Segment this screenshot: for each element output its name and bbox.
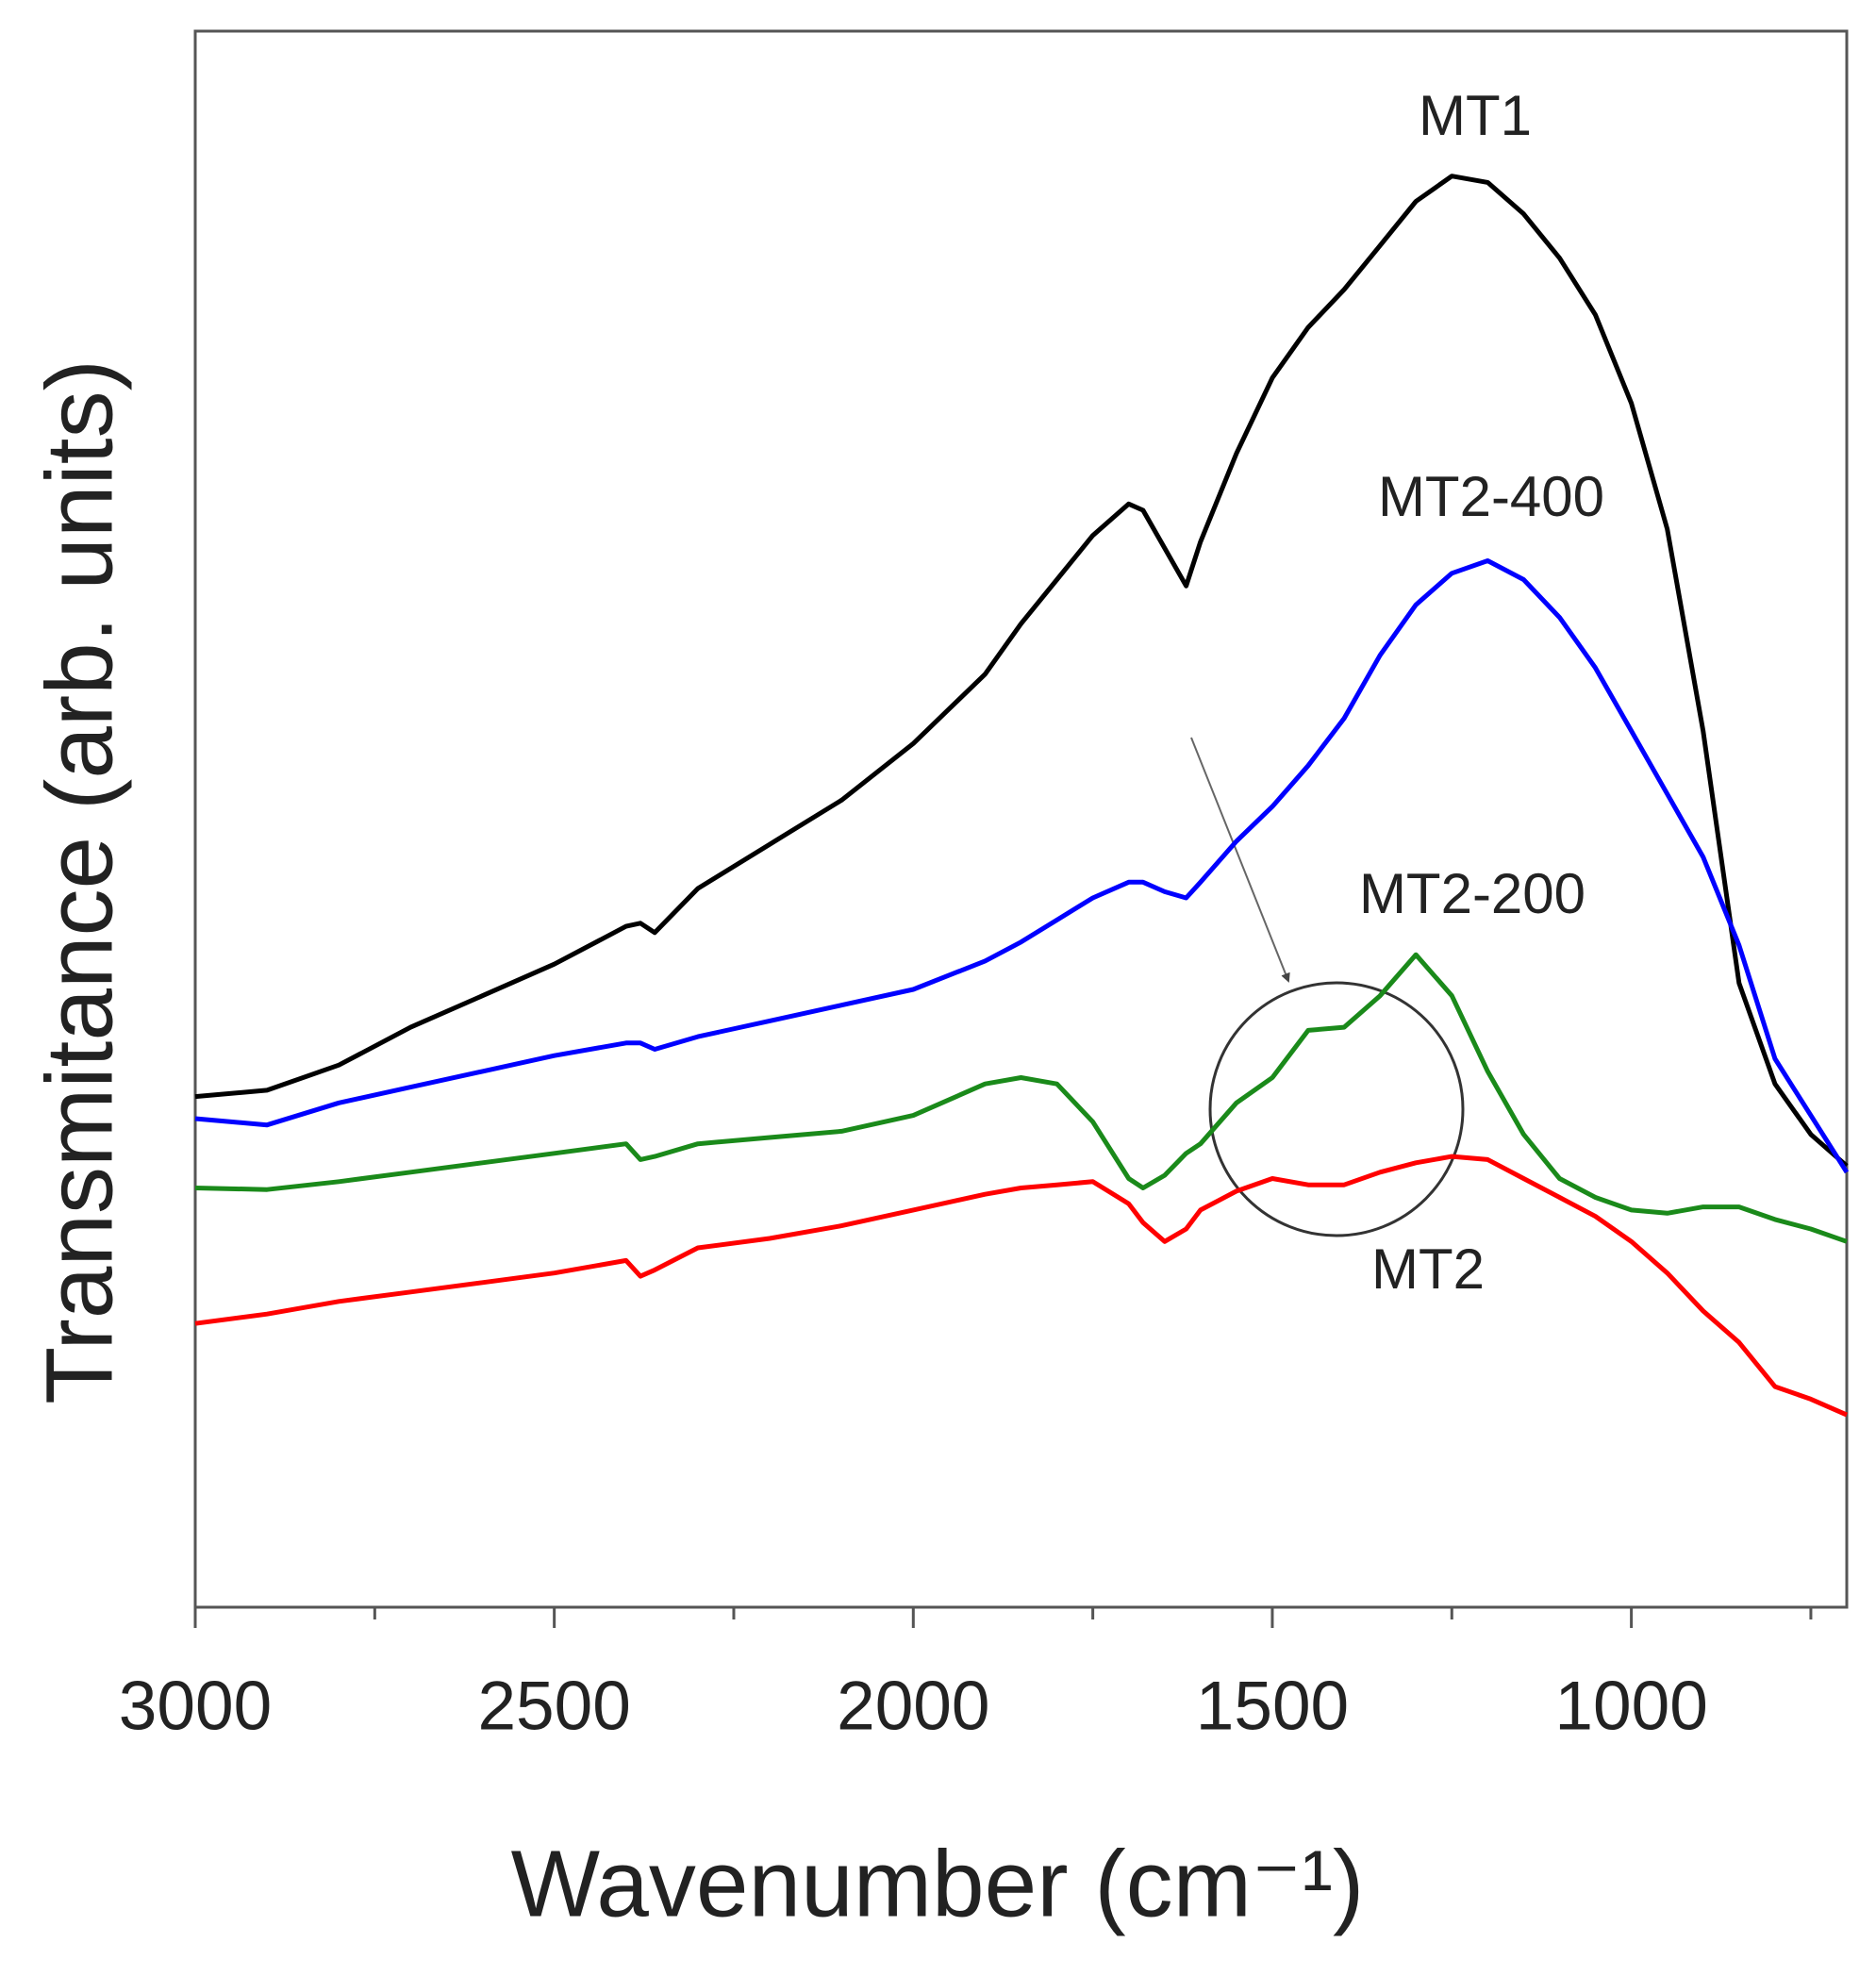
series-label: MT2-200 (1359, 862, 1585, 925)
y-axis-label: Transmitance (arb. units) (26, 359, 132, 1404)
x-tick-label: 2500 (477, 1668, 630, 1744)
series-line (194, 174, 1849, 1168)
series-label: MT2-400 (1378, 465, 1604, 528)
series-label: MT1 (1419, 84, 1532, 147)
x-tick-label: 2000 (837, 1668, 989, 1744)
series-label: MT2 (1371, 1237, 1485, 1301)
x-axis-label: Wavenumber (cm⁻¹) (511, 1831, 1365, 1936)
highlight-circle (1208, 981, 1465, 1237)
series-line (194, 1154, 1849, 1418)
x-tick-label: 3000 (119, 1668, 272, 1744)
series-line (194, 952, 1848, 1244)
x-tick-label: 1000 (1554, 1668, 1707, 1744)
annotation-arrow (1190, 737, 1290, 983)
plot-frame (193, 29, 1849, 1609)
series-line (194, 558, 1850, 1174)
x-tick-label: 1500 (1196, 1668, 1349, 1744)
